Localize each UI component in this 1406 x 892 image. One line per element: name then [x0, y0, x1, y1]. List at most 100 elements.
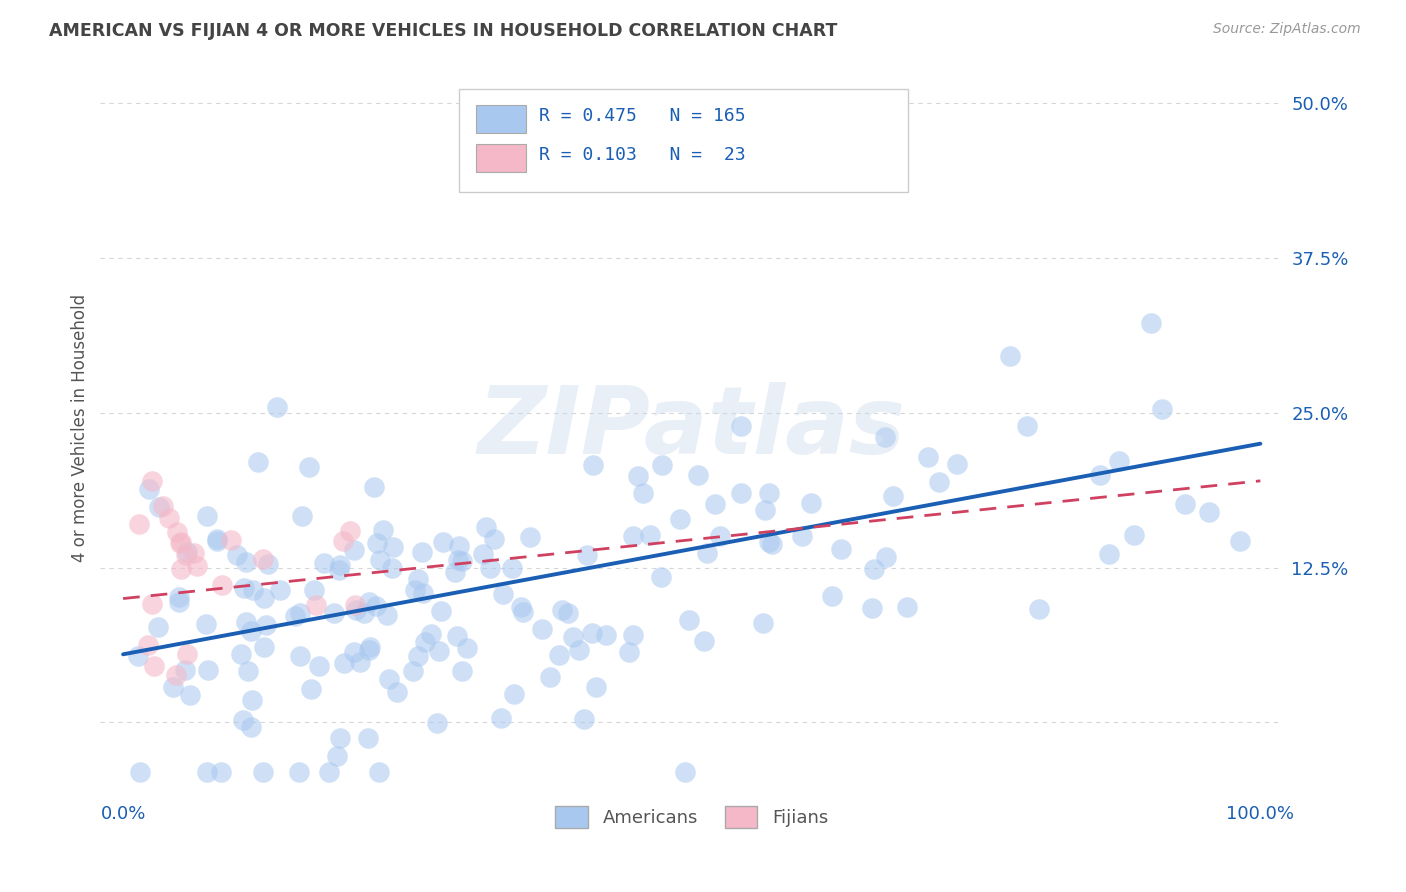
Point [456, 641, 478, 656]
Point [585, 680, 607, 694]
Point [1028, 602, 1050, 616]
Point [381, 540, 404, 554]
Point [474, 520, 496, 534]
Point [141, 474, 163, 488]
Point [304, 582, 326, 597]
Point [252, 552, 274, 566]
Point [254, 618, 277, 632]
Point [357, 595, 380, 609]
Point [404, 582, 426, 597]
Point [821, 589, 844, 603]
Point [299, 681, 322, 696]
Point [240, 720, 263, 734]
Point [576, 548, 599, 562]
Point [170, 562, 193, 576]
Point [621, 529, 644, 543]
Point [366, 535, 388, 549]
Point [928, 475, 950, 489]
Point [595, 628, 617, 642]
Point [896, 599, 918, 614]
Point [152, 499, 174, 513]
Point [1017, 419, 1039, 434]
Point [574, 712, 596, 726]
Point [240, 624, 263, 638]
Point [752, 616, 775, 631]
Point [800, 496, 823, 510]
Point [142, 659, 165, 673]
Point [288, 607, 311, 621]
Point [489, 711, 512, 725]
Point [240, 693, 263, 707]
Point [619, 645, 641, 659]
Point [195, 509, 218, 524]
Point [551, 603, 574, 617]
Point [406, 572, 429, 586]
Point [1123, 528, 1146, 542]
FancyBboxPatch shape [477, 105, 526, 133]
Point [1088, 467, 1111, 482]
Point [174, 663, 197, 677]
Point [1229, 534, 1251, 549]
Point [730, 486, 752, 500]
Point [344, 599, 367, 613]
Point [195, 617, 218, 632]
Point [266, 400, 288, 414]
Point [754, 503, 776, 517]
Point [501, 561, 523, 575]
Point [127, 649, 149, 664]
Point [165, 668, 187, 682]
Point [197, 663, 219, 677]
Point [530, 623, 553, 637]
Point [427, 644, 450, 658]
Point [287, 764, 309, 779]
Point [288, 648, 311, 663]
Point [709, 529, 731, 543]
Point [882, 489, 904, 503]
Point [426, 715, 449, 730]
Point [363, 480, 385, 494]
Point [1140, 316, 1163, 330]
Point [226, 548, 249, 562]
Point [368, 764, 391, 779]
Point [621, 628, 644, 642]
Point [333, 656, 356, 670]
Point [650, 570, 672, 584]
Point [703, 497, 725, 511]
Point [443, 565, 465, 579]
Point [169, 535, 191, 549]
Point [411, 545, 433, 559]
Point [860, 601, 883, 615]
Point [343, 645, 366, 659]
Point [790, 529, 813, 543]
Point [1108, 454, 1130, 468]
Point [471, 547, 494, 561]
Point [385, 685, 408, 699]
Point [305, 598, 328, 612]
FancyBboxPatch shape [477, 145, 526, 171]
Point [1152, 402, 1174, 417]
FancyBboxPatch shape [458, 89, 908, 193]
Point [344, 603, 367, 617]
Point [381, 560, 404, 574]
Point [557, 606, 579, 620]
Point [678, 613, 700, 627]
Point [211, 577, 233, 591]
Point [167, 590, 190, 604]
Point [343, 542, 366, 557]
Point [183, 546, 205, 560]
Point [673, 764, 696, 779]
Point [308, 658, 330, 673]
Point [479, 560, 502, 574]
Point [946, 457, 969, 471]
Point [298, 460, 321, 475]
Y-axis label: 4 or more Vehicles in Household: 4 or more Vehicles in Household [72, 294, 89, 562]
Point [235, 555, 257, 569]
Point [415, 634, 437, 648]
Point [758, 535, 780, 549]
Point [693, 633, 716, 648]
Point [169, 536, 191, 550]
Point [371, 523, 394, 537]
Point [197, 764, 219, 779]
Point [420, 627, 443, 641]
Point [412, 586, 434, 600]
